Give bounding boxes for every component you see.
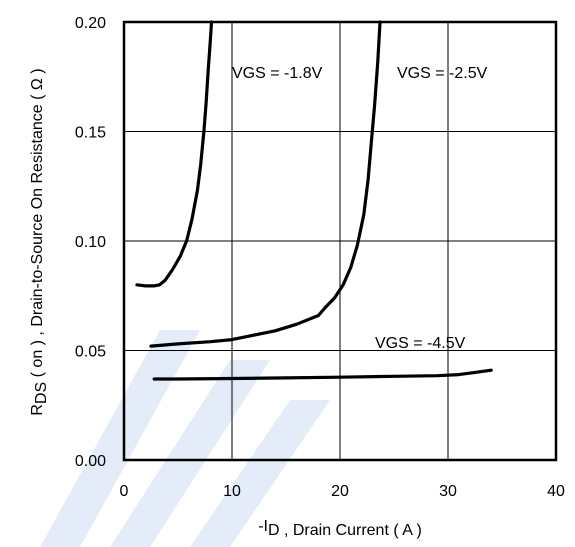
series-label-vgs-4-5: VGS = -4.5V xyxy=(375,335,466,352)
x-axis-label: -ID , Drain Current ( A ) xyxy=(258,518,422,539)
watermark xyxy=(40,330,330,547)
y-axis-label-subscript: DS xyxy=(33,382,50,404)
gridlines xyxy=(124,22,556,460)
x-axis-label-suffix: , Drain Current ( A ) xyxy=(280,522,422,539)
x-axis-label-prefix: -I xyxy=(258,518,268,535)
x-tick-label: 20 xyxy=(331,483,349,500)
y-axis-label: RDS ( on ) , Drain-to-Source On Resistan… xyxy=(29,68,50,415)
x-tick-label: 30 xyxy=(439,483,457,500)
y-axis-label-prefix: R xyxy=(29,404,46,416)
series-curves xyxy=(135,20,493,381)
series-line-1 xyxy=(135,20,214,288)
plot-frame xyxy=(122,20,558,462)
series-label-vgs-1-8: VGS = -1.8V xyxy=(232,65,323,82)
x-axis-label-subscript: D xyxy=(268,522,280,539)
series-line-3 xyxy=(152,368,493,381)
x-tick-label: 40 xyxy=(547,483,565,500)
series-label-vgs-2-5: VGS = -2.5V xyxy=(397,65,488,82)
x-tick-label: 0 xyxy=(120,483,129,500)
y-tick-label: 0.20 xyxy=(75,15,106,32)
y-tick-label: 0.10 xyxy=(75,234,106,251)
y-axis-label-suffix: ( on ) , Drain-to-Source On Resistance (… xyxy=(29,68,46,381)
y-tick-labels: 0.00 0.05 0.10 0.15 0.20 xyxy=(75,15,106,470)
y-tick-label: 0.05 xyxy=(75,344,106,361)
y-tick-label: 0.15 xyxy=(75,125,106,142)
series-line-2 xyxy=(149,20,382,348)
x-tick-labels: 0 10 20 30 40 xyxy=(120,483,565,500)
x-tick-label: 10 xyxy=(223,483,241,500)
y-tick-label: 0.00 xyxy=(75,453,106,470)
